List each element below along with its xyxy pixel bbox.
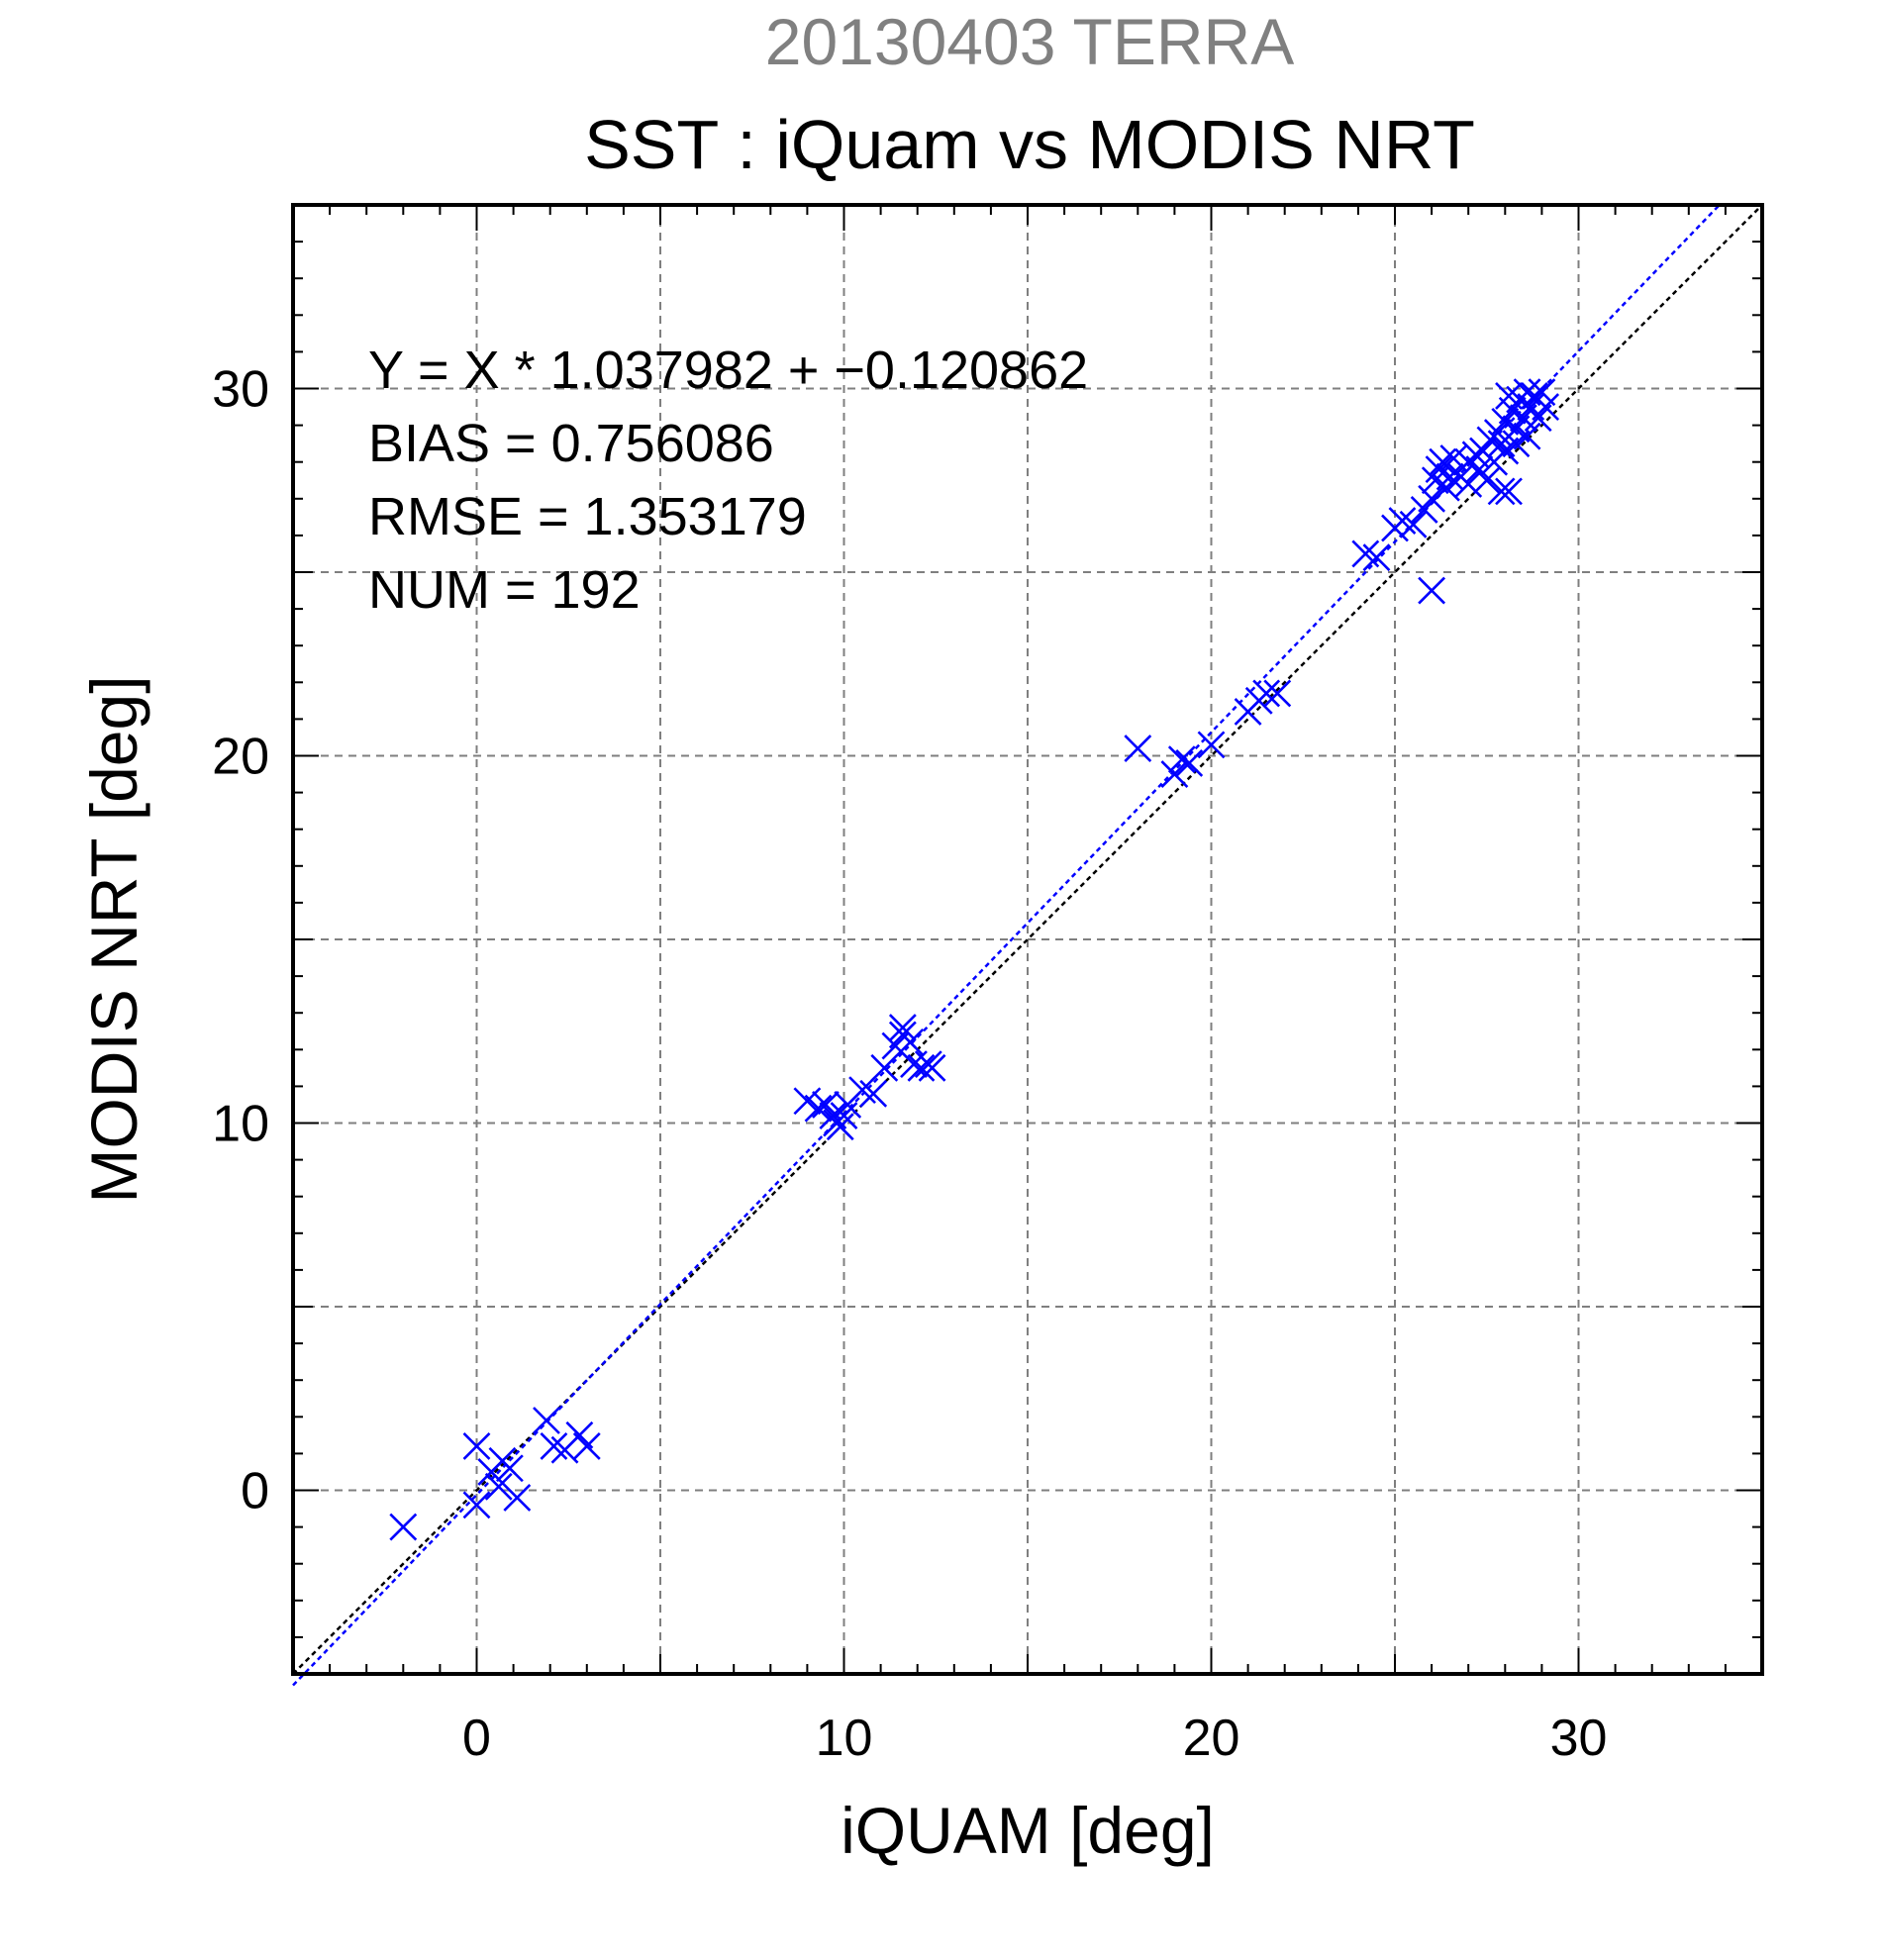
data-point [1487, 477, 1516, 506]
data-point [1160, 760, 1189, 788]
data-point [533, 1407, 560, 1434]
data-point [1388, 507, 1417, 535]
x-tick-label: 0 [462, 1710, 491, 1767]
x-tick-label: 20 [1183, 1710, 1240, 1767]
x-tick-label: 10 [816, 1710, 873, 1767]
one-to-one-line [292, 204, 1763, 1675]
data-point [1436, 462, 1464, 491]
data-point [918, 1053, 946, 1082]
data-point [1175, 749, 1204, 777]
plot-area [291, 203, 1764, 1687]
stats-block: Y = X * 1.037982 + −0.120862 BIAS = 0.75… [368, 341, 1088, 620]
data-point [1252, 679, 1281, 708]
data-point [1532, 393, 1560, 421]
y-tick-label: 20 [212, 729, 269, 786]
y-axis-label: MODIS NRT [deg] [77, 675, 150, 1203]
data-point [503, 1484, 532, 1512]
data-point [1351, 539, 1380, 568]
data-point [1502, 430, 1531, 458]
data-point [1495, 382, 1523, 410]
grid-lines [293, 205, 1762, 1674]
stats-line-rmse: RMSE = 1.353179 [368, 487, 807, 546]
data-point [826, 1113, 854, 1141]
x-tick-label: 30 [1550, 1710, 1608, 1767]
data-point [870, 1053, 899, 1082]
data-point [572, 1432, 601, 1460]
data-point [540, 1432, 568, 1460]
data-points [389, 378, 1560, 1541]
data-point [1487, 430, 1516, 458]
data-point [462, 1491, 491, 1519]
data-point [900, 1050, 928, 1079]
y-tick-label: 30 [212, 361, 269, 419]
y-tick-labels: 0 10 20 30 [212, 361, 269, 1520]
x-axis-label: iQUAM [deg] [841, 1794, 1215, 1867]
stats-line-bias: BIAS = 0.756086 [368, 414, 774, 473]
data-point [462, 1432, 491, 1460]
data-point [389, 1513, 418, 1541]
stats-line-num: NUM = 192 [368, 560, 641, 620]
data-point [907, 1053, 936, 1082]
data-point [1399, 510, 1428, 539]
data-point [1495, 477, 1523, 506]
data-point [1197, 731, 1226, 759]
data-point [1472, 466, 1501, 495]
data-point [859, 1079, 888, 1108]
data-point [888, 1014, 917, 1041]
data-point [848, 1076, 876, 1105]
data-point [1124, 735, 1152, 762]
plot-frame [291, 203, 1764, 1676]
data-point [1418, 484, 1446, 513]
data-point [804, 1094, 833, 1123]
chart-date-title: 20130403 TERRA [765, 5, 1294, 78]
stats-line-fit: Y = X * 1.037982 + −0.120862 [368, 341, 1088, 400]
data-point [1429, 447, 1457, 476]
data-point [830, 1102, 858, 1129]
x-tick-labels: 0 10 20 30 [462, 1710, 1607, 1767]
data-point [1454, 470, 1483, 498]
chart-title: SST : iQuam vs MODIS NRT [584, 106, 1475, 183]
data-point [495, 1454, 524, 1483]
data-point [1418, 576, 1446, 605]
data-point [484, 1472, 513, 1501]
data-point [1167, 745, 1196, 774]
data-point [1263, 679, 1292, 708]
y-tick-label: 0 [241, 1463, 269, 1520]
y-tick-label: 10 [212, 1096, 269, 1153]
data-point [1362, 543, 1391, 572]
